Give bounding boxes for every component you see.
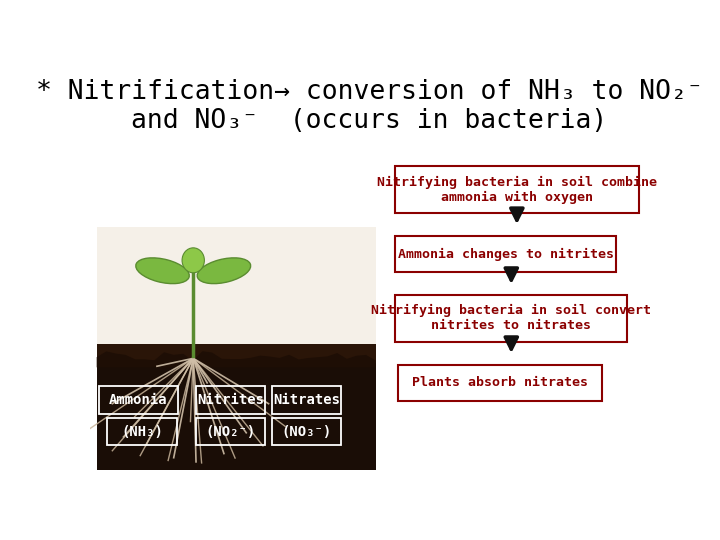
Text: Nitrates: Nitrates xyxy=(273,393,340,407)
Text: (NH₃): (NH₃) xyxy=(121,424,163,438)
Ellipse shape xyxy=(182,248,204,273)
Text: Ammonia: Ammonia xyxy=(109,393,168,407)
Bar xyxy=(96,227,376,359)
Polygon shape xyxy=(96,351,376,367)
FancyBboxPatch shape xyxy=(395,295,627,341)
Bar xyxy=(96,344,376,363)
Text: and NO₃⁻  (occurs in bacteria): and NO₃⁻ (occurs in bacteria) xyxy=(131,109,607,134)
Text: * Nitrification→ conversion of NH₃ to NO₂⁻: * Nitrification→ conversion of NH₃ to NO… xyxy=(35,79,703,105)
Bar xyxy=(96,349,376,470)
Text: Nitrifying bacteria in soil combine
ammonia with oxygen: Nitrifying bacteria in soil combine ammo… xyxy=(377,176,657,204)
FancyBboxPatch shape xyxy=(398,364,602,401)
Text: Ammonia changes to nitrites: Ammonia changes to nitrites xyxy=(397,247,613,260)
Ellipse shape xyxy=(197,258,251,284)
Text: (NO₂⁻): (NO₂⁻) xyxy=(205,424,256,438)
Text: Nitrifying bacteria in soil convert
nitrites to nitrates: Nitrifying bacteria in soil convert nitr… xyxy=(372,305,652,333)
Ellipse shape xyxy=(136,258,189,284)
Text: (NO₃⁻): (NO₃⁻) xyxy=(282,424,332,438)
FancyBboxPatch shape xyxy=(395,166,639,213)
Text: Nitrites: Nitrites xyxy=(197,393,264,407)
FancyBboxPatch shape xyxy=(395,235,616,272)
Text: Plants absorb nitrates: Plants absorb nitrates xyxy=(412,376,588,389)
